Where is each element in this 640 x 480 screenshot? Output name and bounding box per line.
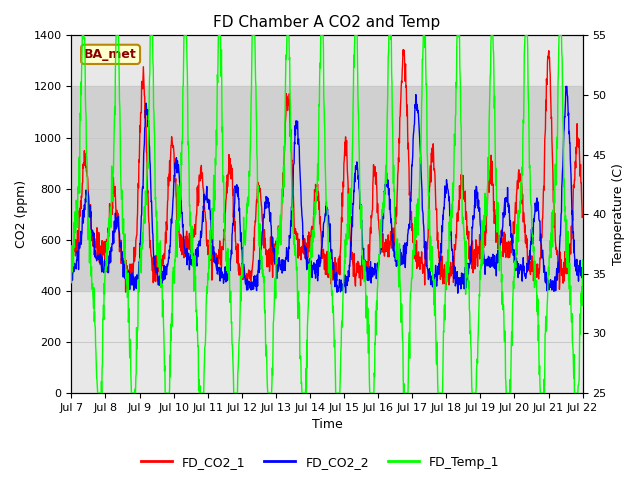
X-axis label: Time: Time: [312, 419, 342, 432]
Y-axis label: CO2 (ppm): CO2 (ppm): [15, 180, 28, 248]
Text: BA_met: BA_met: [84, 48, 137, 61]
Title: FD Chamber A CO2 and Temp: FD Chamber A CO2 and Temp: [213, 15, 440, 30]
Y-axis label: Temperature (C): Temperature (C): [612, 163, 625, 265]
Legend: FD_CO2_1, FD_CO2_2, FD_Temp_1: FD_CO2_1, FD_CO2_2, FD_Temp_1: [136, 451, 504, 474]
Bar: [72, 86, 582, 291]
